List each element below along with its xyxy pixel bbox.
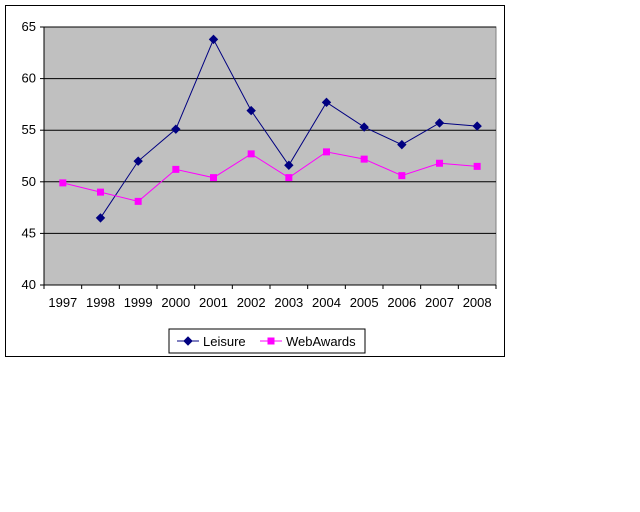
leisure-point-1999	[133, 156, 143, 166]
legend-webawards-label: WebAwards	[286, 334, 356, 349]
x-tick-label-1999: 1999	[124, 295, 153, 310]
y-tick-label-45: 45	[22, 225, 36, 240]
leisure-point-2005	[359, 122, 369, 132]
leisure-point-1998	[95, 213, 106, 223]
x-tick-label-2003: 2003	[274, 295, 303, 310]
leisure-point-2000	[171, 124, 181, 134]
y-tick-label-50: 50	[22, 174, 36, 189]
x-tick-label-2001: 2001	[199, 295, 228, 310]
legend-leisure-label: Leisure	[203, 334, 246, 349]
y-tick-label-55: 55	[22, 122, 36, 137]
x-tick-label-2006: 2006	[387, 295, 416, 310]
webawards-point-1997	[59, 179, 67, 187]
plot-area	[43, 26, 497, 286]
legend-leisure-marker	[183, 336, 193, 346]
y-tick-label-65: 65	[22, 19, 36, 34]
x-tick-label-2004: 2004	[312, 295, 341, 310]
y-tick-label-40: 40	[22, 277, 36, 292]
leisure-point-2002	[246, 105, 256, 116]
leisure-point-2001	[208, 34, 219, 45]
legend: Leisure WebAwards	[168, 328, 366, 354]
x-tick-label-1998: 1998	[86, 295, 115, 310]
webawards-point-2000	[172, 165, 180, 173]
webawards-point-2004	[323, 148, 330, 156]
x-tick-label-2002: 2002	[237, 295, 266, 310]
webawards-point-1999	[134, 197, 142, 205]
leisure-point-2007	[434, 118, 445, 128]
x-tick-label-2005: 2005	[350, 295, 379, 310]
webawards-point-2002	[247, 150, 255, 158]
x-tick-label-2000: 2000	[161, 295, 190, 310]
gridlines	[44, 26, 496, 234]
webawards-point-2006	[398, 172, 406, 180]
webawards-point-2001	[210, 174, 217, 182]
y-tick-label-60: 60	[22, 71, 36, 86]
x-tick-label-2008: 2008	[463, 295, 492, 310]
x-tick-label-2007: 2007	[425, 295, 454, 310]
chart-frame: 40 45 50 55 60 65 1997 1998 1999 2000 2001 2002 2003…	[5, 5, 505, 357]
webawards-point-2003	[285, 174, 293, 182]
webawards-line	[62, 151, 478, 202]
webawards-point-1998	[97, 188, 104, 196]
leisure-point-2008	[472, 121, 482, 131]
legend-webawards-marker	[267, 337, 275, 345]
x-tick-label-1997: 1997	[48, 295, 77, 310]
webawards-point-2005	[360, 155, 368, 163]
webawards-point-2008	[473, 162, 481, 170]
leisure-point-2004	[321, 97, 332, 108]
leisure-point-2003	[284, 160, 294, 170]
series	[59, 34, 482, 223]
webawards-point-2007	[436, 159, 443, 167]
axes: 40 45 50 55 60 65 1997 1998 1999 2000 2001 2002 2003…	[22, 19, 497, 310]
line-chart: 40 45 50 55 60 65 1997 1998 1999 2000 2001 2002 2003…	[22, 19, 497, 354]
leisure-point-2006	[397, 139, 407, 150]
